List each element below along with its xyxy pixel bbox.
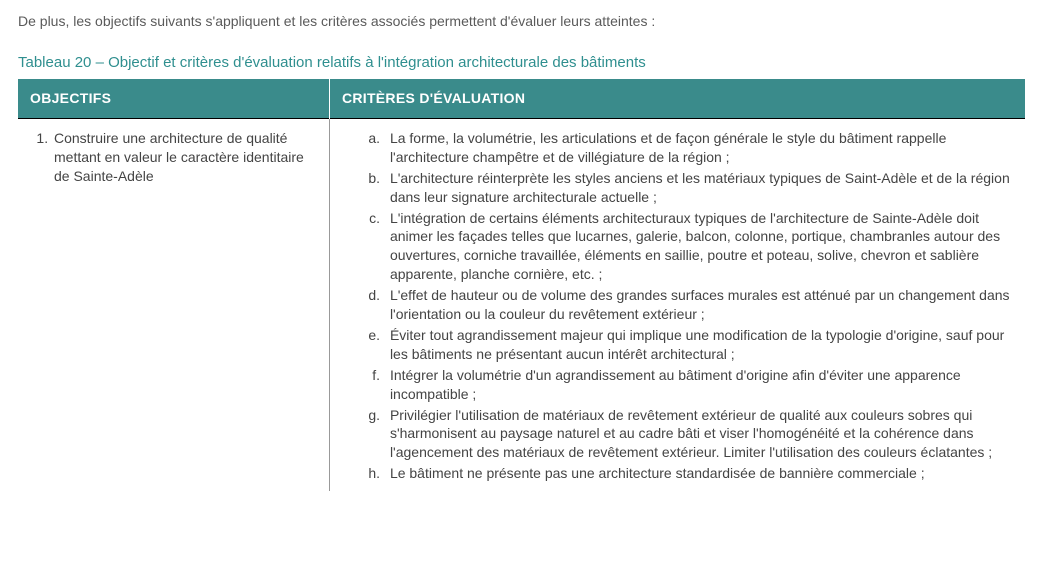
objective-cell: Construire une architecture de qualité m… [18,119,329,492]
criteria-cell: La forme, la volumétrie, les articulatio… [329,119,1025,492]
objectives-table: OBJECTIFS CRITÈRES D'ÉVALUATION Construi… [18,79,1025,491]
header-objectives: OBJECTIFS [18,79,329,118]
criteria-item: L'architecture réinterprète les styles a… [384,169,1017,207]
criteria-list: La forme, la volumétrie, les articulatio… [338,129,1017,483]
criteria-item: L'intégration de certains éléments archi… [384,209,1017,285]
table-body: Construire une architecture de qualité m… [18,119,1025,492]
criteria-item: Le bâtiment ne présente pas une architec… [384,464,1017,483]
intro-text: De plus, les objectifs suivants s'appliq… [18,12,1025,31]
criteria-item: Privilégier l'utilisation de matériaux d… [384,406,1017,463]
objective-item: Construire une architecture de qualité m… [52,129,321,186]
table-header-row: OBJECTIFS CRITÈRES D'ÉVALUATION [18,79,1025,118]
objective-list: Construire une architecture de qualité m… [26,129,321,186]
table-row: Construire une architecture de qualité m… [18,119,1025,492]
criteria-item: Intégrer la volumétrie d'un agrandisseme… [384,366,1017,404]
criteria-item: L'effet de hauteur ou de volume des gran… [384,286,1017,324]
table-caption: Tableau 20 – Objectif et critères d'éval… [18,53,1025,73]
criteria-item: La forme, la volumétrie, les articulatio… [384,129,1017,167]
header-criteria: CRITÈRES D'ÉVALUATION [329,79,1025,118]
criteria-item: Éviter tout agrandissement majeur qui im… [384,326,1017,364]
